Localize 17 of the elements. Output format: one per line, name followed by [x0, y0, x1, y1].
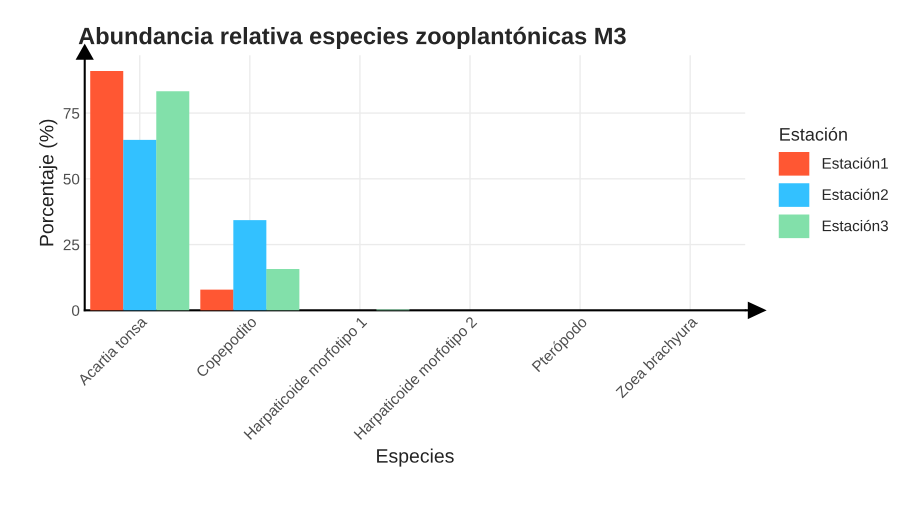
chart-title: Abundancia relativa especies zooplantónicas M3: [78, 26, 626, 50]
bar: [200, 290, 234, 310]
y-tick-label: 50: [63, 174, 80, 185]
y-axis-title: Porcentaje (%): [39, 120, 58, 246]
legend-label: Estación2: [822, 188, 888, 200]
bar: [123, 140, 156, 310]
x-axis-title: Especies: [377, 448, 454, 467]
bar: [90, 71, 124, 310]
legend-title: Estación: [780, 127, 847, 141]
bar: [233, 220, 266, 310]
legend-label: Estación1: [822, 157, 888, 169]
legend-label: Estación3: [822, 220, 888, 232]
y-tick-label: 75: [64, 108, 80, 119]
y-tick-label: 25: [64, 239, 80, 250]
bar: [266, 269, 300, 310]
y-tick-label: 0: [72, 305, 80, 316]
bar: [156, 91, 190, 310]
